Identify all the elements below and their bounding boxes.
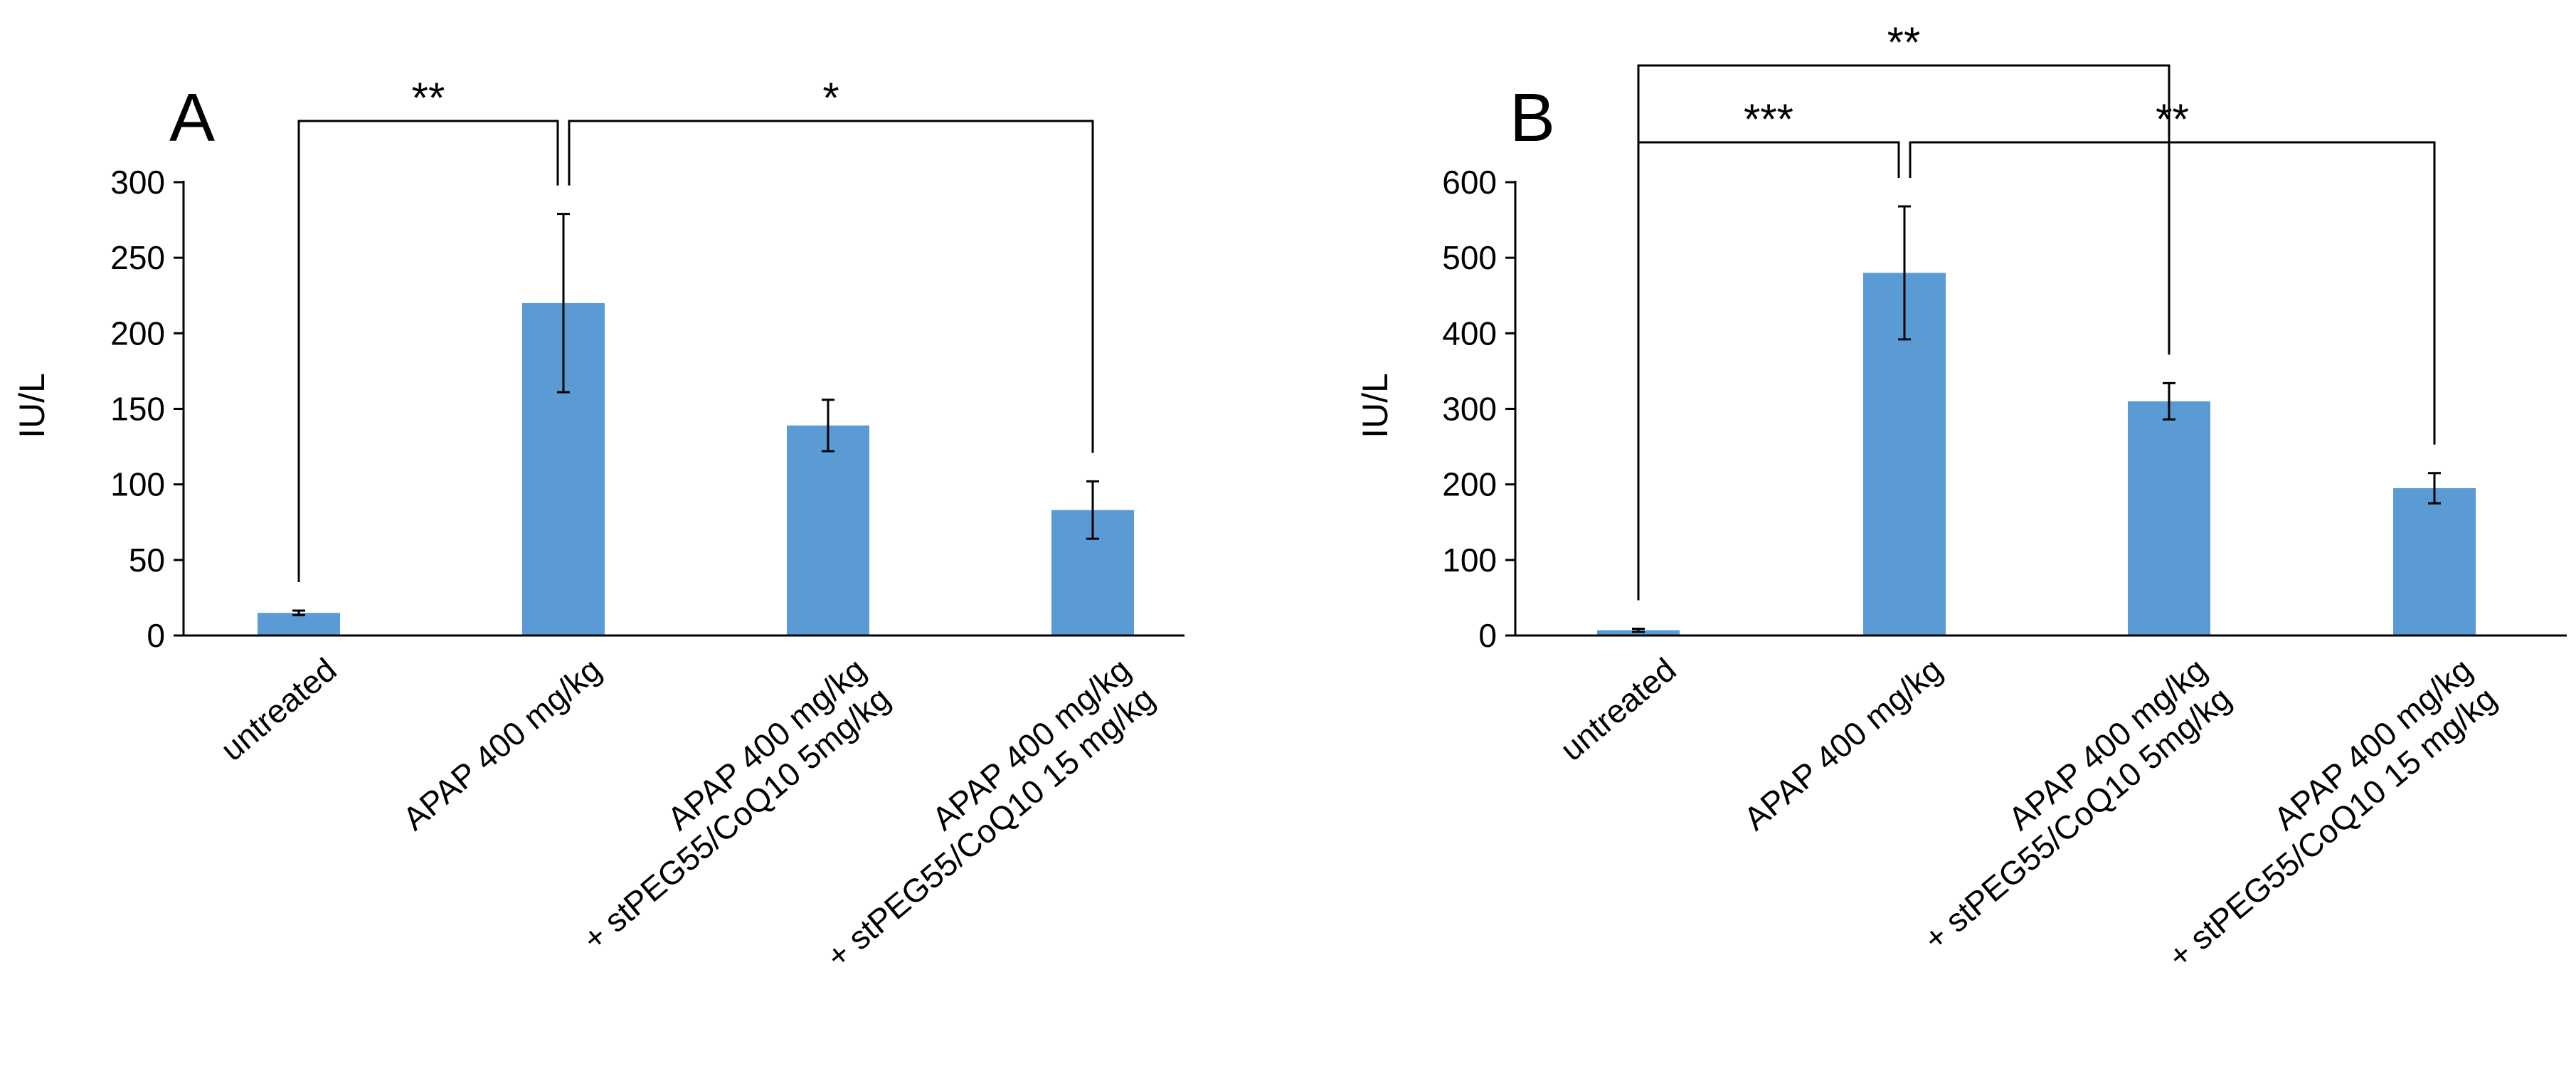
panel-a-y-axis-title: IU/L — [12, 373, 52, 438]
panel-a-category-label: APAP 400 mg/kg+ stPEG55/CoQ10 5mg/kg — [551, 650, 897, 957]
panel-b-error-bars — [1632, 205, 2441, 633]
panel-b-category-label-line: + stPEG55/CoQ10 5mg/kg — [1917, 680, 2238, 958]
panel-a-significance-label: ** — [412, 74, 445, 122]
panel-a-bar — [787, 425, 869, 636]
panel-a-axis — [182, 181, 1184, 637]
panel-a-significance: ** * — [297, 74, 1094, 582]
panel-a-error-bars — [292, 213, 1099, 616]
panel-b-bars — [1597, 273, 2476, 636]
panel-a-y-tick-label: 100 — [110, 466, 165, 503]
panel-a-y-tick-label: 150 — [110, 391, 165, 428]
panel-a-significance-bracket — [568, 120, 1094, 453]
panel-b-y-axis-title: IU/L — [1355, 373, 1395, 438]
panel-b-significance-label: ** — [1887, 19, 1921, 66]
panel-b-y-tick-label: 0 — [1478, 617, 1497, 654]
panel-b-significance: *** **** — [1637, 19, 2436, 601]
panel-b-category-label-line: untreated — [1553, 650, 1682, 768]
panel-a-letter: A — [169, 80, 215, 156]
panel-b-bar — [2128, 401, 2210, 636]
panel-b-significance-bracket — [1637, 141, 1900, 601]
panel-b-y-tick-label: 300 — [1442, 391, 1497, 428]
panel-a-y-tick-label: 300 — [110, 164, 165, 201]
panel-b-bar — [2393, 487, 2476, 636]
panel-b-y-ticks: 0 100 200 300 400 500 600 — [1442, 164, 1515, 654]
panel-a-bar — [258, 613, 340, 636]
panel-b-category-label-line: APAP 400 mg/kg — [1737, 650, 1949, 837]
panel-a-y-ticks: 0 50 100 150 200 250 300 — [110, 164, 184, 654]
panel-a-category-label-line: untreated — [213, 650, 343, 768]
panel-a-category-label: untreated — [213, 650, 343, 768]
panel-b-letter: B — [1510, 80, 1555, 156]
panel-b-category-label: untreated — [1553, 650, 1682, 768]
panel-b-significance-label: *** — [1744, 95, 1793, 143]
panel-b-y-tick-label: 400 — [1442, 315, 1497, 352]
panel-a-category-label: APAP 400 mg/kg — [396, 650, 608, 837]
panel-b-significance-bracket — [1637, 64, 2170, 601]
panel-b-significance-bracket — [1909, 141, 2436, 445]
panel-a-y-tick-label: 200 — [110, 315, 165, 352]
panel-a-category-label-line: + stPEG55/CoQ10 5mg/kg — [576, 680, 897, 958]
panel-b-category-label: APAP 400 mg/kg+ stPEG55/CoQ10 5mg/kg — [1892, 650, 2238, 957]
panel-a-y-tick-label: 50 — [129, 542, 165, 579]
panel-b-y-tick-label: 200 — [1442, 466, 1497, 503]
panel-a-significance-label: * — [822, 74, 839, 122]
panel-b-bar — [1597, 630, 1680, 636]
panel-a-bars — [258, 302, 1134, 636]
panel-b-axis — [1514, 181, 2567, 637]
panel-b-category-labels: untreated APAP 400 mg/kg APAP 400 mg/kg+ s… — [1553, 650, 2503, 975]
panel-b-category-label: APAP 400 mg/kg — [1737, 650, 1949, 837]
panel-a-y-tick-label: 250 — [110, 239, 165, 276]
panel-b-y-tick-label: 500 — [1442, 239, 1497, 276]
panel-b-y-tick-label: 600 — [1442, 164, 1497, 201]
panel-b-significance-label: ** — [2156, 95, 2189, 143]
panel-a-significance-bracket — [297, 120, 559, 582]
panel-a-category-label-line: APAP 400 mg/kg — [396, 650, 608, 837]
panel-a-category-labels: untreated APAP 400 mg/kg APAP 400 mg/kg+ s… — [213, 650, 1161, 975]
panel-b-y-tick-label: 100 — [1442, 542, 1497, 579]
panel-a-y-tick-label: 0 — [147, 617, 165, 654]
